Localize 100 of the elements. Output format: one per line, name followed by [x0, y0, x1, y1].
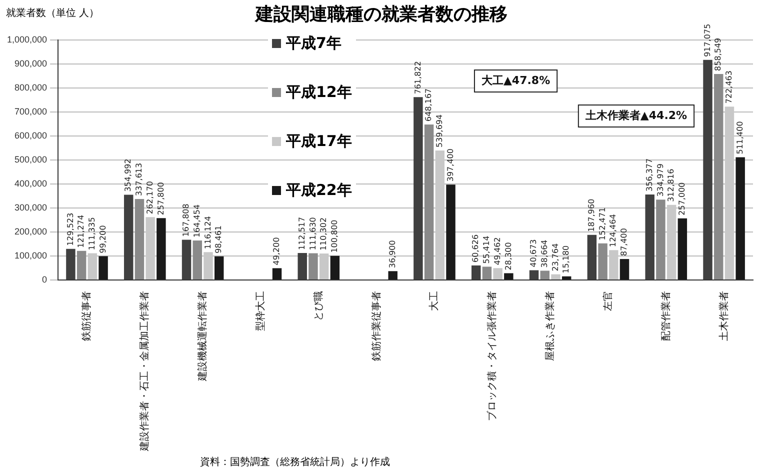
bar — [308, 253, 318, 280]
bar — [656, 200, 666, 280]
x-tick-label: 建設機械運転作業者 — [196, 291, 209, 382]
data-label: 116,124 — [203, 216, 212, 250]
y-tick-label: 300,000 — [14, 202, 48, 212]
data-label: 164,454 — [192, 204, 202, 238]
bar — [714, 74, 724, 280]
annotation: 大工▲47.8% — [481, 74, 550, 87]
data-label: 337,613 — [134, 162, 144, 196]
bar — [88, 253, 98, 280]
bar — [66, 248, 76, 280]
data-label: 36,900 — [388, 240, 397, 268]
data-label: 917,075 — [702, 24, 712, 57]
bar — [504, 273, 514, 280]
y-tick-label: 500,000 — [14, 154, 48, 164]
bar — [182, 240, 192, 280]
y-tick-label: 400,000 — [14, 178, 48, 188]
bar — [598, 243, 608, 280]
bar — [435, 150, 445, 280]
bar — [703, 60, 712, 280]
bar — [204, 252, 213, 280]
legend-label: 平成7年 — [268, 34, 356, 53]
data-label: 312,816 — [666, 168, 676, 202]
bar — [319, 254, 329, 280]
bar — [98, 256, 108, 280]
data-label: 722,463 — [724, 70, 734, 104]
x-tick-label: 鉄筋従事者 — [80, 291, 93, 341]
bar — [156, 218, 166, 280]
y-axis-title: 就業者数（単位 人） — [6, 6, 100, 20]
data-label: 257,800 — [156, 182, 166, 216]
bar — [551, 274, 560, 280]
bar — [562, 276, 572, 280]
y-tick-label: 800,000 — [14, 82, 48, 92]
bar — [124, 194, 134, 280]
data-label: 23,764 — [550, 243, 560, 272]
x-tick-label: 屋根ふき作業者 — [544, 291, 556, 361]
bar — [298, 252, 307, 280]
data-label: 187,960 — [587, 198, 596, 232]
data-label: 152,471 — [598, 207, 607, 240]
bar — [471, 265, 481, 280]
bar — [678, 218, 688, 280]
data-label: 539,694 — [434, 114, 444, 148]
bar — [214, 256, 224, 280]
data-label: 111,335 — [88, 217, 97, 250]
data-label: 40,673 — [529, 239, 538, 268]
bar — [134, 198, 144, 280]
bar — [529, 270, 539, 280]
bar — [540, 270, 550, 280]
x-tick-label: 大工 — [428, 291, 440, 311]
y-tick-label: 600,000 — [14, 130, 48, 140]
data-label: 262,170 — [145, 180, 154, 214]
bar — [482, 266, 492, 280]
bar — [192, 240, 202, 280]
data-label: 761,822 — [413, 61, 422, 94]
data-label: 49,200 — [272, 237, 282, 266]
bar — [76, 250, 86, 280]
y-tick-label: 100,000 — [14, 250, 48, 260]
data-label: 334,979 — [656, 164, 665, 197]
bar — [724, 106, 734, 280]
data-label: 511,400 — [735, 121, 744, 154]
chart-title: 建設関連職種の就業者数の推移 — [256, 4, 508, 25]
annotation: 土木作業者▲44.2% — [584, 108, 688, 122]
bar — [414, 97, 423, 280]
y-tick-label: 900,000 — [14, 58, 48, 68]
data-label: 28,300 — [504, 242, 513, 270]
x-tick-label: 配管作業者 — [660, 291, 672, 341]
data-label: 38,664 — [540, 240, 549, 268]
y-tick-label: 0 — [42, 274, 48, 284]
bar — [493, 268, 502, 280]
data-label: 55,414 — [482, 236, 492, 264]
bar — [272, 268, 282, 280]
x-tick-label: 土木作業者 — [718, 291, 730, 341]
x-tick-label: 建設作業者・石工・金属加工作業者 — [138, 291, 151, 452]
data-label: 124,464 — [608, 214, 618, 248]
data-label: 110,302 — [319, 217, 328, 251]
data-label: 60,626 — [471, 234, 480, 262]
bar — [587, 234, 597, 280]
data-label: 397,400 — [446, 148, 455, 182]
data-label: 49,462 — [492, 237, 502, 266]
bar — [330, 256, 340, 280]
bar — [609, 250, 618, 280]
x-tick-label: ブロック積・タイル張作業者 — [486, 291, 498, 421]
x-tick-label: とび職 — [312, 291, 324, 321]
data-label: 121,274 — [76, 214, 86, 248]
bar — [446, 184, 456, 280]
x-tick-label: 鉄筋作業従事者 — [370, 291, 382, 361]
legend-label: 平成22年 — [268, 181, 356, 200]
data-label: 87,400 — [620, 228, 629, 256]
bar — [736, 157, 745, 280]
data-label: 100,800 — [330, 220, 340, 253]
bar — [620, 259, 630, 280]
bar — [388, 271, 398, 280]
bar — [645, 194, 654, 280]
y-tick-label: 700,000 — [14, 106, 48, 116]
x-tick-label: 左官 — [602, 291, 614, 311]
data-label: 354,992 — [124, 158, 133, 192]
legend-label: 平成17年 — [268, 132, 356, 151]
bar — [666, 204, 676, 280]
data-label: 257,000 — [677, 182, 686, 216]
legend-label: 平成12年 — [268, 83, 356, 102]
